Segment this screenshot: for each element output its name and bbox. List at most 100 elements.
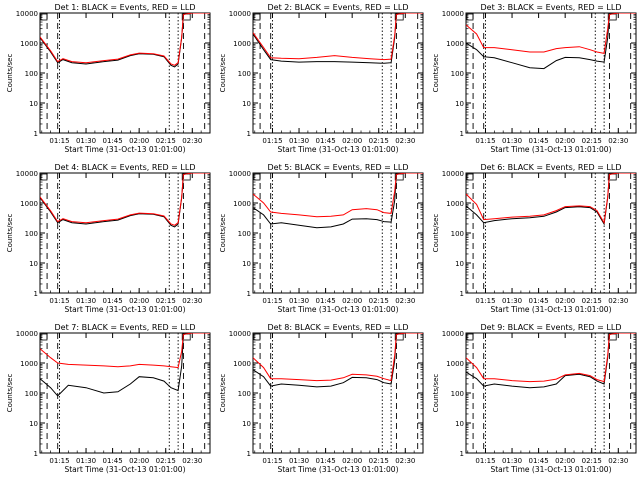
- x-tick-label: 01:15: [262, 137, 282, 145]
- x-tick-label: 01:30: [502, 137, 522, 145]
- x-tick-label: 01:45: [529, 137, 549, 145]
- series-line-events: [40, 333, 210, 397]
- x-tick-label: 01:30: [76, 137, 96, 145]
- y-tick-label: 10: [242, 100, 251, 108]
- y-axis-label: Counts/sec: [432, 374, 440, 413]
- x-axis-label: Start Time (31-Oct-13 01:01:00): [64, 465, 185, 474]
- y-tick-label: 10: [29, 100, 38, 108]
- series-line-lld: [466, 13, 636, 54]
- x-tick-label: 01:45: [103, 457, 123, 465]
- panel-title: Det 9: BLACK = Events, RED = LLD: [481, 323, 622, 332]
- y-tick-label: 10000: [229, 170, 251, 178]
- y-tick-label: 10000: [229, 10, 251, 18]
- y-tick-label: 1000: [446, 360, 464, 368]
- x-tick-label: 02:00: [129, 297, 149, 305]
- y-tick-label: 1000: [446, 40, 464, 48]
- x-tick-label: 02:30: [395, 297, 415, 305]
- x-axis-label: Start Time (31-Oct-13 01:01:00): [64, 145, 185, 154]
- y-tick-label: 100: [451, 70, 464, 78]
- x-tick-label: 01:15: [262, 457, 282, 465]
- panel-det-2: Det 2: BLACK = Events, RED = LLD 1 10 100 10…: [219, 3, 424, 154]
- y-tick-label: 100: [238, 230, 251, 238]
- x-tick-label: 01:45: [316, 137, 336, 145]
- x-tick-label: 01:15: [475, 457, 495, 465]
- x-tick-label: 02:30: [395, 457, 415, 465]
- panel-title: Det 1: BLACK = Events, RED = LLD: [55, 3, 196, 12]
- y-tick-label: 100: [25, 230, 38, 238]
- x-tick-label: 01:30: [289, 297, 309, 305]
- y-tick-label: 1: [247, 290, 251, 298]
- x-tick-label: 01:45: [103, 297, 123, 305]
- x-tick-label: 02:15: [582, 457, 602, 465]
- series-line-lld: [466, 333, 636, 383]
- x-tick-label: 01:15: [475, 297, 495, 305]
- x-tick-label: 01:45: [529, 457, 549, 465]
- panel-det-4: Det 4: BLACK = Events, RED = LLD 1 10 100 10…: [6, 163, 211, 314]
- y-tick-label: 100: [238, 390, 251, 398]
- x-tick-label: 02:30: [182, 297, 202, 305]
- x-tick-label: 01:15: [49, 457, 69, 465]
- marker-box-left: [466, 333, 474, 341]
- x-axis-label: Start Time (31-Oct-13 01:01:00): [490, 465, 611, 474]
- y-axis-label: Counts/sec: [219, 214, 227, 253]
- y-tick-label: 100: [451, 390, 464, 398]
- y-tick-label: 100: [451, 230, 464, 238]
- marker-box-left: [466, 13, 474, 21]
- y-tick-label: 100: [238, 70, 251, 78]
- x-tick-label: 01:30: [289, 457, 309, 465]
- y-tick-label: 1: [460, 130, 464, 138]
- x-tick-label: 02:00: [342, 457, 362, 465]
- series-line-lld: [253, 13, 423, 61]
- y-tick-label: 1000: [233, 360, 251, 368]
- x-tick-label: 01:45: [316, 297, 336, 305]
- y-tick-label: 10: [242, 420, 251, 428]
- x-tick-label: 02:15: [582, 137, 602, 145]
- panel-title: Det 5: BLACK = Events, RED = LLD: [268, 163, 409, 172]
- x-tick-label: 01:30: [289, 137, 309, 145]
- x-axis-label: Start Time (31-Oct-13 01:01:00): [277, 305, 398, 314]
- y-tick-label: 1: [34, 130, 38, 138]
- panel-title: Det 2: BLACK = Events, RED = LLD: [268, 3, 409, 12]
- series-line-lld: [40, 13, 210, 66]
- x-tick-label: 01:15: [49, 297, 69, 305]
- x-tick-label: 02:00: [129, 137, 149, 145]
- marker-box-left: [466, 173, 474, 181]
- panels-group: Det 1: BLACK = Events, RED = LLD11010010…: [6, 3, 637, 474]
- panel-det-7: Det 7: BLACK = Events, RED = LLD 1 10 100 10…: [6, 323, 211, 474]
- y-axis-label: Counts/sec: [6, 54, 14, 93]
- y-axis-label: Counts/sec: [6, 374, 14, 413]
- y-tick-label: 10000: [442, 330, 464, 338]
- x-axis-label: Start Time (31-Oct-13 01:01:00): [490, 305, 611, 314]
- y-axis-label: Counts/sec: [219, 374, 227, 413]
- y-tick-label: 1000: [233, 40, 251, 48]
- x-tick-label: 02:15: [156, 297, 176, 305]
- x-axis-label: Start Time (31-Oct-13 01:01:00): [64, 305, 185, 314]
- x-axis-label: Start Time (31-Oct-13 01:01:00): [277, 145, 398, 154]
- x-tick-label: 02:30: [608, 297, 628, 305]
- y-tick-label: 10000: [16, 10, 38, 18]
- x-tick-label: 02:30: [608, 137, 628, 145]
- y-axis-label: Counts/sec: [432, 54, 440, 93]
- y-tick-label: 1000: [20, 200, 38, 208]
- marker-box-left: [253, 173, 261, 181]
- panel-det-6: Det 6: BLACK = Events, RED = LLD 1 10 100 10…: [432, 163, 637, 314]
- x-tick-label: 02:00: [129, 457, 149, 465]
- y-tick-label: 1000: [20, 360, 38, 368]
- panel-title: Det 3: BLACK = Events, RED = LLD: [481, 3, 622, 12]
- y-tick-label: 1: [460, 290, 464, 298]
- y-tick-label: 1: [247, 130, 251, 138]
- x-tick-label: 02:00: [342, 297, 362, 305]
- series-line-lld: [40, 333, 210, 369]
- panel-det-8: Det 8: BLACK = Events, RED = LLD 1 10 100 10…: [219, 323, 424, 474]
- y-tick-label: 1000: [446, 200, 464, 208]
- x-axis-label: Start Time (31-Oct-13 01:01:00): [277, 465, 398, 474]
- y-tick-label: 1: [247, 450, 251, 458]
- x-tick-label: 01:30: [502, 457, 522, 465]
- y-tick-label: 10: [242, 260, 251, 268]
- y-tick-label: 1000: [20, 40, 38, 48]
- y-tick-label: 10: [455, 260, 464, 268]
- panel-det-1: Det 1: BLACK = Events, RED = LLD 1 10 100 10…: [6, 3, 211, 154]
- y-tick-label: 1000: [233, 200, 251, 208]
- y-axis-label: Counts/sec: [6, 214, 14, 253]
